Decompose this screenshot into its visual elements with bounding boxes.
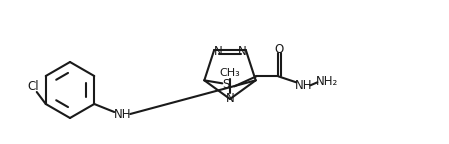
- Text: N: N: [214, 45, 223, 58]
- Text: N: N: [226, 92, 234, 106]
- Text: O: O: [275, 43, 284, 56]
- Text: NH: NH: [114, 108, 131, 121]
- Text: N: N: [238, 45, 246, 58]
- Text: NH₂: NH₂: [316, 75, 339, 88]
- Text: S: S: [223, 78, 230, 91]
- Text: CH₃: CH₃: [220, 68, 240, 78]
- Text: Cl: Cl: [27, 80, 39, 93]
- Text: NH: NH: [295, 79, 312, 92]
